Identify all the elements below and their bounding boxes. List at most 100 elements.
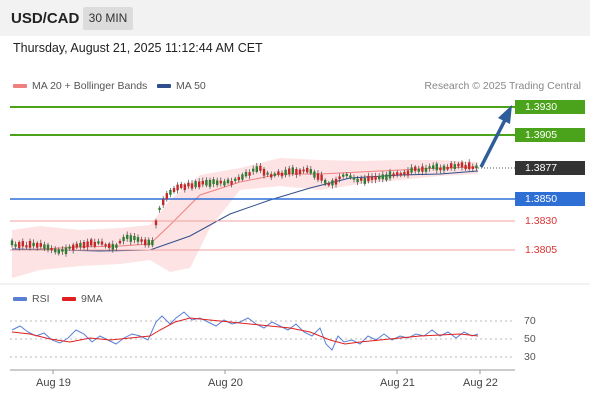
candle-body [453,164,456,169]
candle-body [46,244,50,250]
candle-body [216,180,219,186]
candle-body [151,240,154,246]
candle-body [162,199,165,206]
candle-body [450,163,453,169]
candle-body [64,247,68,254]
legend-rsi-ma: 9MA [62,293,103,305]
candle-body [356,178,359,183]
candle-body [86,241,89,247]
legend-ma20: MA 20 + Bollinger Bands [13,80,147,92]
candle-body [392,173,395,177]
candle-body [212,179,215,185]
candle-body [133,235,136,241]
candle-body [50,248,53,251]
legend-ma50: MA 50 [157,80,206,92]
candle-body [90,239,93,246]
legend-ma20-label: MA 20 + Bollinger Bands [32,80,148,92]
candle-body [54,248,57,253]
candle-body [111,243,114,250]
date-aug22: Aug 22 [463,377,498,389]
candle-body [406,170,410,176]
forecast-arrow [479,117,508,168]
candle-body [414,166,417,172]
ma20-swatch [13,84,27,89]
candle-body [324,179,327,184]
rsi-ma-swatch [62,297,76,302]
ma50-line [11,170,479,252]
candle-body [280,172,284,177]
candle-body [237,176,240,181]
candle-body [198,181,201,188]
rsi-tick-50: 50 [524,333,536,345]
legend-rsi-label: RSI [32,293,50,305]
candle-body [352,177,356,180]
legend-rsi-ma-label: 9MA [81,293,103,305]
candle-body [396,172,399,175]
timeframe-selector[interactable]: 30 MIN [83,7,133,30]
s1-label: 1.3830 [525,215,558,227]
candle-body [320,174,323,181]
candle-body [115,244,118,248]
candle-body [331,180,334,186]
candle-body [126,234,129,239]
legend-rsi: RSI [13,293,50,305]
candle-body [342,174,345,177]
candle-body [428,166,431,169]
candle-body [230,180,233,185]
ma50-swatch [157,84,171,89]
candle-body [327,182,330,186]
candle-body [435,163,438,171]
chart-header: USD/CAD 30 MIN [0,0,590,36]
candle-body [334,178,338,185]
candle-body [295,168,298,175]
candle-body [367,175,370,182]
candle-body [277,171,280,175]
candle-body [421,166,424,172]
candle-body [122,236,125,242]
candle-body [410,167,413,173]
candle-body [201,180,204,185]
candle-body [460,162,464,168]
candle-body [194,181,197,188]
timestamp: Thursday, August 21, 2025 11:12:44 AM CE… [13,41,263,55]
candle-body [468,162,471,170]
candle-body [61,249,64,252]
candle-body [345,174,348,177]
bollinger-band [12,158,478,278]
candle-body [79,242,82,248]
candle-body [417,168,420,172]
candle-body [381,174,384,180]
candle-body [75,243,78,248]
legend-ma50-label: MA 50 [176,80,206,92]
candle-body [475,165,478,169]
candle-body [208,179,212,187]
candle-body [234,178,237,181]
candle-body [154,220,158,226]
forecast-arrowhead [498,105,512,124]
candle-body [262,168,266,176]
candle-body [176,184,179,191]
candle-body [187,182,190,187]
candle-body [403,171,406,175]
candle-body [316,173,320,180]
candle-body [399,173,402,176]
candle-body [255,166,258,172]
candle-body [298,169,302,174]
candle-body [104,244,107,247]
date-aug20: Aug 20 [208,377,243,389]
candle-body [270,174,273,178]
candle-body [21,241,24,247]
candle-body [284,169,287,176]
candle-body [363,177,366,184]
candle-body [39,243,42,247]
candle-body [36,242,39,248]
date-aug21: Aug 21 [380,377,415,389]
rsi-tick-30: 30 [524,351,536,363]
last-price-label: 1.3877 [515,161,585,175]
candle-body [169,189,172,195]
candle-body [457,163,460,167]
candle-body [25,245,28,248]
candle-body [309,169,312,174]
candle-body [108,243,111,249]
